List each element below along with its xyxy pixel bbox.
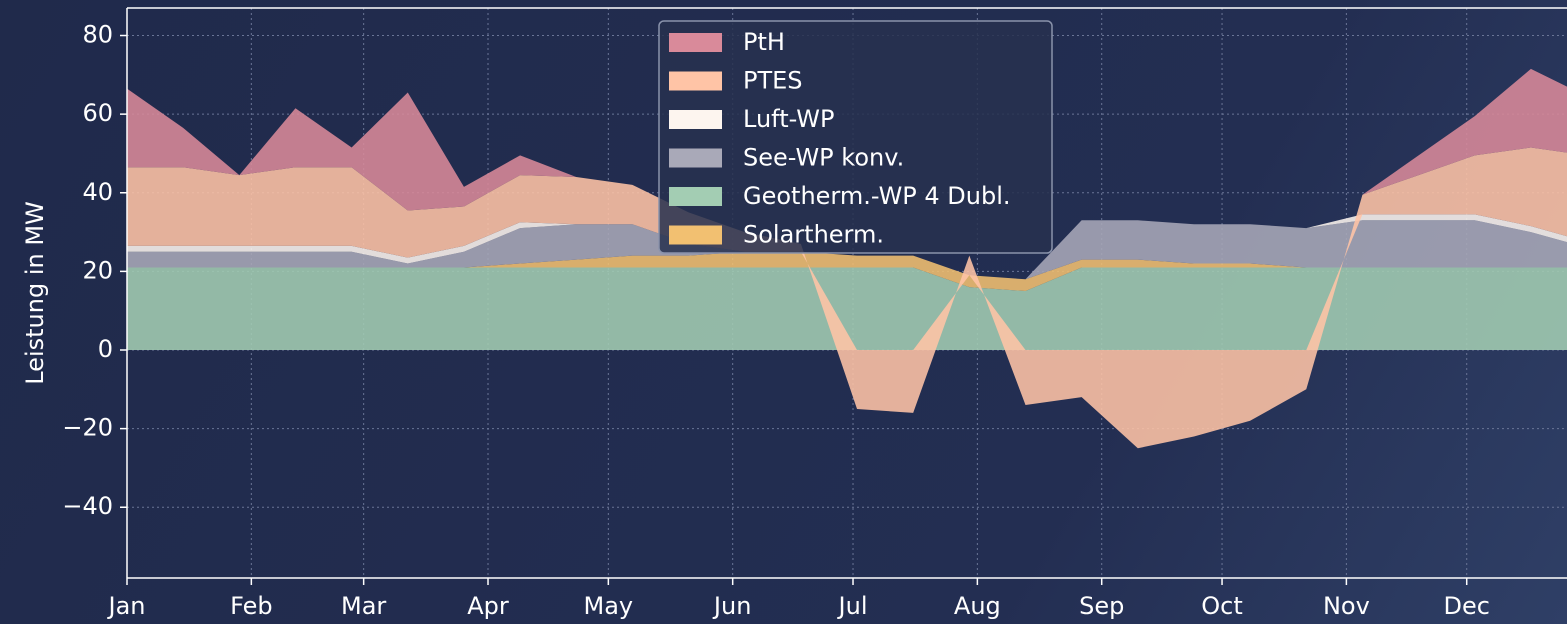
- y-tick-label: 0: [98, 335, 113, 363]
- x-tick-label: Aug: [954, 592, 1001, 620]
- x-tick-label: Sep: [1079, 592, 1124, 620]
- area: [127, 68, 1567, 280]
- x-tick-label: Jan: [107, 592, 146, 620]
- legend-label: PtH: [743, 28, 785, 56]
- x-tick-label: Jun: [712, 592, 752, 620]
- legend-label: See-WP konv.: [743, 144, 904, 172]
- legend-swatch: [669, 71, 722, 91]
- legend-swatch: [669, 110, 722, 129]
- legend-swatch: [669, 148, 722, 168]
- x-tick-label: Nov: [1323, 592, 1370, 620]
- legend-swatch: [669, 187, 722, 206]
- legend-box: [658, 20, 1053, 254]
- x-tick-label: Feb: [230, 592, 273, 620]
- legend-label: Solartherm.: [743, 221, 884, 249]
- legend-label: Luft-WP: [743, 105, 835, 133]
- legend: PtH PTES Luft-WP See-WP konv. Geotherm.-WP 4…: [658, 20, 1053, 254]
- area: [127, 251, 1567, 292]
- y-tick-label: −40: [62, 492, 113, 520]
- y-tick-label: 40: [82, 178, 113, 206]
- y-tick-label: 60: [82, 99, 113, 127]
- x-tick-label: Jul: [837, 592, 868, 620]
- x-tick-label: May: [584, 592, 634, 620]
- x-tick-label: Mar: [341, 592, 386, 620]
- x-tick-label: Oct: [1201, 592, 1243, 620]
- y-axis-label: Leistung in MW: [21, 201, 49, 385]
- y-tick-label: 20: [82, 256, 113, 284]
- axes: −40 −20 0 20 40 60 80 Jan Feb Mar Apr May Jun Jul Aug S…: [62, 7, 1567, 620]
- areas: [127, 68, 1567, 449]
- legend-swatch: [669, 33, 722, 52]
- y-tick-label: 80: [82, 21, 113, 49]
- area: [127, 147, 1567, 449]
- legend-label: Geotherm.-WP 4 Dubl.: [743, 182, 1011, 210]
- x-tick-label: Apr: [467, 592, 509, 620]
- legend-label: PTES: [743, 67, 803, 95]
- y-tick-label: −20: [62, 414, 113, 442]
- legend-swatch: [669, 225, 722, 245]
- x-tick-label: Dec: [1443, 592, 1489, 620]
- area: [127, 220, 1567, 280]
- area: [127, 267, 1567, 350]
